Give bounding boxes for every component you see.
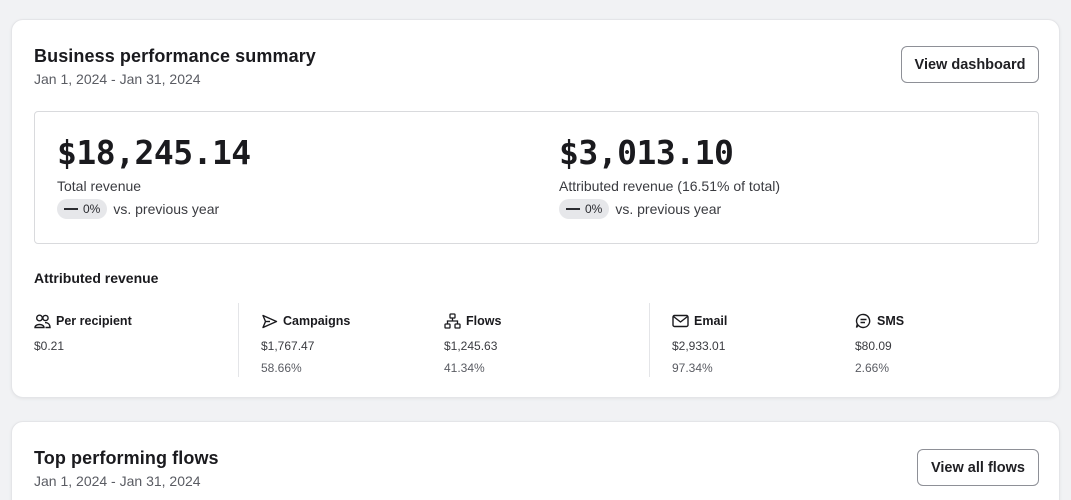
sms-percent: 2.66% bbox=[855, 361, 890, 375]
sms-value: $80.09 bbox=[855, 339, 892, 353]
email-value: $2,933.01 bbox=[672, 339, 726, 353]
send-icon bbox=[262, 314, 278, 328]
dash-icon bbox=[566, 208, 580, 210]
sms-icon bbox=[855, 313, 871, 329]
attributed-revenue-change: 0% vs. previous year bbox=[559, 199, 780, 219]
mail-icon bbox=[672, 314, 689, 328]
change-value: 0% bbox=[83, 202, 101, 216]
flow-icon bbox=[444, 313, 461, 329]
total-revenue-value: $18,245.14 bbox=[57, 133, 251, 172]
campaigns-header: Campaigns bbox=[261, 312, 350, 330]
dash-icon bbox=[64, 208, 78, 210]
per-recipient-label: Per recipient bbox=[56, 314, 132, 328]
sms-stat: SMS $80.09 2.66% bbox=[855, 312, 904, 375]
campaigns-label: Campaigns bbox=[283, 314, 351, 328]
per-recipient-value: $0.21 bbox=[34, 339, 65, 353]
revenue-summary-box: $18,245.14 Total revenue 0% vs. previous… bbox=[34, 111, 1039, 244]
divider bbox=[238, 303, 239, 377]
change-badge: 0% bbox=[57, 199, 108, 219]
per-recipient-header: Per recipient bbox=[34, 312, 132, 330]
date-range: Jan 1, 2024 - Jan 31, 2024 bbox=[34, 473, 201, 489]
flows-header: Flows bbox=[444, 312, 501, 330]
attributed-revenue-heading: Attributed revenue bbox=[34, 270, 159, 286]
flows-stat: Flows $1,245.63 41.34% bbox=[444, 312, 501, 375]
email-percent: 97.34% bbox=[672, 361, 713, 375]
attributed-revenue-label: Attributed revenue (16.51% of total) bbox=[559, 178, 781, 194]
date-range: Jan 1, 2024 - Jan 31, 2024 bbox=[34, 71, 201, 87]
users-icon bbox=[34, 314, 51, 328]
flows-percent: 41.34% bbox=[444, 361, 485, 375]
total-revenue-change: 0% vs. previous year bbox=[57, 199, 251, 219]
flows-label: Flows bbox=[466, 314, 502, 328]
sms-header: SMS bbox=[855, 312, 904, 330]
email-label: Email bbox=[694, 314, 728, 328]
per-recipient-stat: Per recipient $0.21 bbox=[34, 312, 132, 353]
campaigns-value: $1,767.47 bbox=[261, 339, 315, 353]
attributed-revenue-metric: $3,013.10 Attributed revenue (16.51% of … bbox=[559, 134, 780, 219]
flows-value: $1,245.63 bbox=[444, 339, 498, 353]
attributed-revenue-value: $3,013.10 bbox=[559, 133, 734, 172]
sms-label: SMS bbox=[877, 314, 905, 328]
view-dashboard-button[interactable]: View dashboard bbox=[901, 46, 1039, 83]
business-performance-card: Business performance summary Jan 1, 2024… bbox=[11, 19, 1060, 398]
total-revenue-metric: $18,245.14 Total revenue 0% vs. previous… bbox=[57, 134, 251, 219]
change-value: 0% bbox=[585, 202, 603, 216]
total-revenue-label: Total revenue bbox=[57, 178, 142, 194]
comparison-text: vs. previous year bbox=[113, 201, 220, 217]
email-stat: Email $2,933.01 97.34% bbox=[672, 312, 727, 375]
comparison-text: vs. previous year bbox=[615, 201, 722, 217]
card-title: Top performing flows bbox=[34, 448, 219, 468]
campaigns-stat: Campaigns $1,767.47 58.66% bbox=[261, 312, 350, 375]
top-performing-flows-card: Top performing flows Jan 1, 2024 - Jan 3… bbox=[11, 421, 1060, 500]
card-title: Business performance summary bbox=[34, 46, 316, 66]
divider bbox=[649, 303, 650, 377]
change-badge: 0% bbox=[559, 199, 610, 219]
view-all-flows-button[interactable]: View all flows bbox=[917, 449, 1039, 486]
campaigns-percent: 58.66% bbox=[261, 361, 302, 375]
email-header: Email bbox=[672, 312, 727, 330]
